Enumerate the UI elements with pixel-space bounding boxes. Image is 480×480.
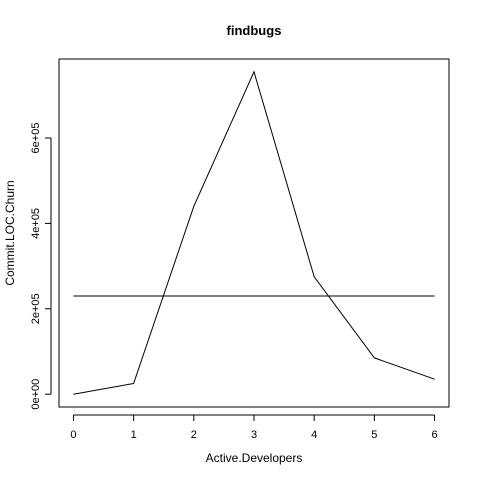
y-axis-label: Commit.LOC.Churn (3, 180, 17, 285)
x-tick-label: 4 (311, 429, 317, 441)
x-tick-label: 3 (251, 429, 257, 441)
x-tick-label: 1 (131, 429, 137, 441)
chart-title: findbugs (227, 23, 282, 38)
y-tick-label: 6e+05 (30, 123, 42, 154)
x-tick-label: 2 (191, 429, 197, 441)
x-tick-label: 0 (70, 429, 76, 441)
y-tick-label: 0e+00 (30, 379, 42, 410)
plot-box (58, 58, 450, 408)
x-tick-label: 5 (371, 429, 377, 441)
x-axis-label: Active.Developers (206, 451, 303, 465)
series-layer (73, 70, 435, 395)
x-tick-label: 6 (431, 429, 437, 441)
y-tick-label: 4e+05 (30, 208, 42, 239)
y-tick-label: 2e+05 (30, 293, 42, 324)
x-axis: 0 1 2 3 4 5 6 (70, 414, 438, 441)
y-axis: 0e+00 2e+05 4e+05 6e+05 (30, 123, 52, 410)
series-line-0 (73, 70, 435, 395)
